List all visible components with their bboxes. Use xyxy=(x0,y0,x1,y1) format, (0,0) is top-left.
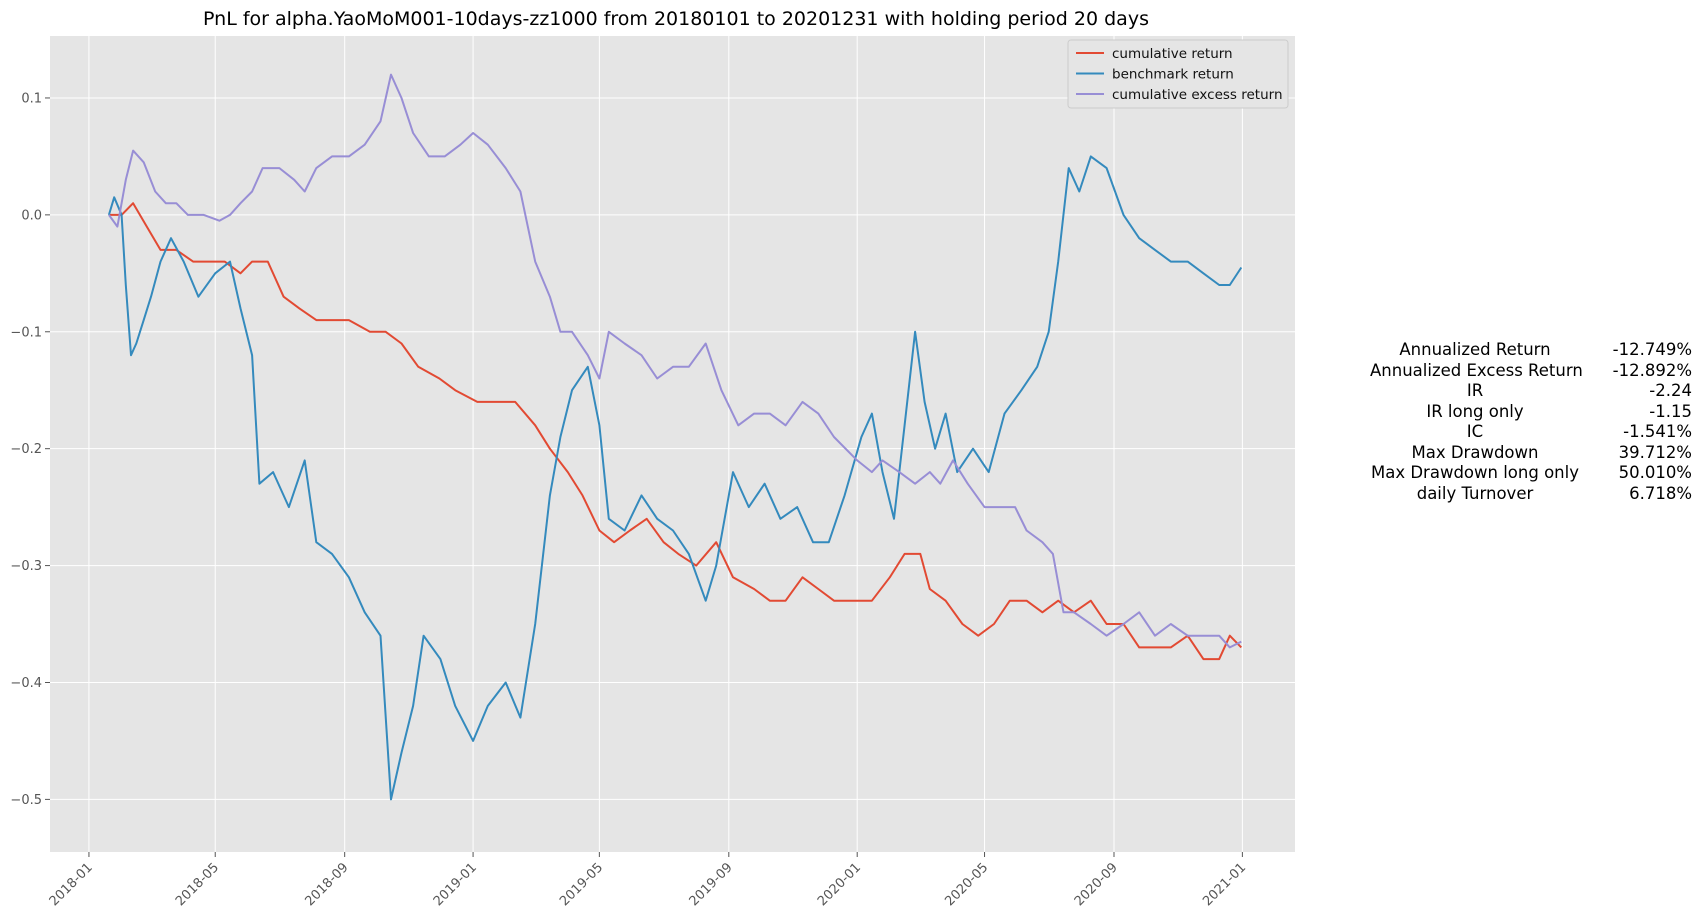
y-tick-label: 0.1 xyxy=(21,91,42,106)
stat-row: IR long only -1.15 xyxy=(1370,402,1700,423)
x-tick-label: 2019-09 xyxy=(687,860,736,909)
stat-value: 39.712% xyxy=(1618,442,1692,462)
stat-row: IR -2.24 xyxy=(1370,381,1700,402)
stat-value: -12.749% xyxy=(1612,340,1692,359)
legend-label: cumulative return xyxy=(1112,46,1233,62)
stat-label: Max Drawdown xyxy=(1411,442,1539,462)
series-line xyxy=(107,155,1243,801)
y-tick-label: −0.3 xyxy=(10,559,42,574)
stat-label: IR long only xyxy=(1426,401,1524,421)
stat-row: Max Drawdown long only 50.010% xyxy=(1370,463,1700,484)
y-tick-label: −0.2 xyxy=(10,442,42,457)
stat-label: Annualized Return xyxy=(1399,340,1551,359)
x-tick-label: 2020-05 xyxy=(942,860,991,909)
stat-row: Max Drawdown 39.712% xyxy=(1370,443,1700,464)
legend-label: cumulative excess return xyxy=(1112,87,1283,103)
x-tick-label: 2020-09 xyxy=(1072,860,1121,909)
x-tick-label: 2018-01 xyxy=(47,860,96,909)
series-lines xyxy=(107,73,1243,801)
stat-label: Annualized Excess Return xyxy=(1370,360,1583,380)
stat-row: Annualized Return -12.749% xyxy=(1370,340,1700,361)
x-tick-label: 2021-01 xyxy=(1200,860,1249,909)
stat-value: 50.010% xyxy=(1618,463,1692,482)
stat-label: IR xyxy=(1466,381,1484,400)
stat-value: -2.24 xyxy=(1649,381,1692,400)
stat-label: Max Drawdown long only xyxy=(1371,463,1579,482)
x-tick-label: 2020-01 xyxy=(815,860,864,909)
plot-area xyxy=(50,36,1295,852)
x-tick-label: 2019-05 xyxy=(557,860,606,909)
y-axis-ticks: 0.1 0.0 −0.1 −0.2 −0.3 −0.4 −0.5 xyxy=(10,91,50,808)
stat-value: -1.15 xyxy=(1649,401,1692,421)
x-axis-ticks: 2018-01 2018-05 2018-09 2019-01 2019-05 2019-… xyxy=(47,852,1249,909)
stat-row: daily Turnover 6.718% xyxy=(1370,484,1700,505)
legend-label: benchmark return xyxy=(1112,67,1234,83)
series-line xyxy=(108,202,1243,661)
stats-table: Annualized Return -12.749% Annualized Exce… xyxy=(1370,340,1700,504)
y-tick-label: −0.1 xyxy=(10,325,42,340)
chart-title: PnL for alpha.YaoMoM001-10days-zz1000 fr… xyxy=(203,8,1149,30)
y-tick-label: −0.5 xyxy=(10,793,42,808)
legend: cumulative return benchmark return cumulat… xyxy=(1067,39,1289,109)
y-tick-label: −0.4 xyxy=(10,676,42,691)
stat-label: IC xyxy=(1466,422,1484,441)
stat-value: -1.541% xyxy=(1623,422,1692,441)
series-line xyxy=(108,73,1242,649)
stat-row: Annualized Excess Return -12.892% xyxy=(1370,361,1700,382)
stat-value: 6.718% xyxy=(1629,483,1692,503)
x-tick-label: 2018-09 xyxy=(302,860,351,909)
stat-label: daily Turnover xyxy=(1416,483,1534,503)
y-tick-label: 0.0 xyxy=(21,208,42,223)
stat-row: IC -1.541% xyxy=(1370,422,1700,443)
stat-value: -12.892% xyxy=(1612,360,1692,380)
x-tick-label: 2018-05 xyxy=(173,860,222,909)
legend-box xyxy=(1067,39,1289,109)
x-tick-label: 2019-01 xyxy=(431,860,480,909)
